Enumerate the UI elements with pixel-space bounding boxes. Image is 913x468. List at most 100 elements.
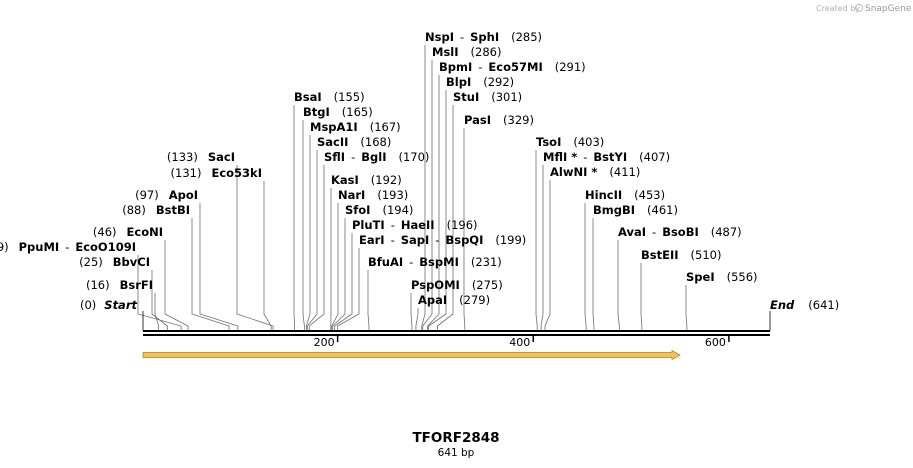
site-label[interactable]: PasI (329) <box>464 113 534 127</box>
credit-prefix: Created by <box>816 4 860 13</box>
site-label[interactable]: SfoI (194) <box>345 203 413 217</box>
site-label[interactable]: KasI (192) <box>331 173 402 187</box>
site-line <box>463 128 466 330</box>
ruler: 200 400 600 <box>314 336 730 349</box>
site-label[interactable]: SpeI (556) <box>686 270 758 284</box>
site-enzyme-name: BstEII <box>641 248 679 262</box>
site-label[interactable]: TsoI (403) <box>536 135 604 149</box>
site-label[interactable]: (88) BstBI <box>122 203 190 217</box>
site-enzyme-name: NspI <box>425 30 454 44</box>
site-line <box>640 263 643 330</box>
site-enzyme-name: SapI <box>401 233 430 247</box>
site-enzyme-name: BstYI <box>593 150 627 164</box>
site-position: (292) <box>483 75 514 89</box>
site-label[interactable]: (39) PpuMI-EcoO109I <box>0 240 136 254</box>
site-label[interactable]: BsaI (155) <box>294 90 365 104</box>
site-label[interactable]: BstEII (510) <box>641 248 721 262</box>
ruler-tick-label: 400 <box>509 336 530 349</box>
site-label[interactable]: ApaI (279) <box>418 293 490 307</box>
site-enzyme-name: HincII <box>585 188 622 202</box>
site-enzyme-name: BlpI <box>446 75 471 89</box>
site-line <box>592 218 595 330</box>
site-position: (461) <box>647 203 678 217</box>
site-label[interactable]: (131) Eco53kI <box>171 166 262 180</box>
site-position: (16) <box>86 278 110 292</box>
site-enzyme-name: BpmI <box>439 60 472 74</box>
site-position: (194) <box>382 203 413 217</box>
site-line <box>410 293 413 330</box>
site-line <box>154 293 160 330</box>
site-position: (285) <box>511 30 542 44</box>
site-enzyme-name: EarI <box>359 233 385 247</box>
site-line <box>584 203 587 330</box>
site-label[interactable]: BpmI - Eco57MI (291) <box>439 60 586 74</box>
site-enzyme-name: ApaI <box>418 293 447 307</box>
site-label[interactable]: MslI (286) <box>432 45 501 59</box>
site-enzyme-name: BstBI <box>156 203 190 217</box>
site-label[interactable]: (133) SacI <box>167 150 235 164</box>
site-position: (88) <box>122 203 146 217</box>
site-enzyme-name: BfuAI <box>368 255 403 269</box>
site-label[interactable]: AvaI - BsoBI (487) <box>618 225 742 239</box>
site-position: (196) <box>447 218 478 232</box>
site-line <box>427 75 440 330</box>
site-label[interactable]: EarI - SapI - BspQI (199) <box>359 233 526 247</box>
site-enzyme-name: MspA1I <box>310 120 358 134</box>
site-enzyme-name: BmgBI <box>593 203 635 217</box>
site-label[interactable]: BtgI (165) <box>303 105 373 119</box>
site-position: (487) <box>711 225 742 239</box>
site-enzyme-name: PasI <box>464 113 491 127</box>
site-enzyme-name: BtgI <box>303 105 330 119</box>
site-label[interactable]: NspI - SphI (285) <box>425 30 542 44</box>
site-label[interactable]: PspOMI (275) <box>411 278 503 292</box>
site-separator: - <box>65 240 69 254</box>
site-label[interactable]: BmgBI (461) <box>593 203 678 217</box>
site-position: (453) <box>634 188 665 202</box>
site-enzyme-name: StuI <box>453 90 479 104</box>
site-label[interactable]: (97) ApoI <box>135 188 198 202</box>
site-position: (291) <box>555 60 586 74</box>
site-position: (46) <box>93 225 117 239</box>
site-labels: (16)BsrFI (25)BbvCI(39)PpuMI-EcoO109I(46)… <box>0 30 758 307</box>
site-enzyme-name: NarI <box>338 188 365 202</box>
site-label[interactable]: BlpI (292) <box>446 75 514 89</box>
site-label[interactable]: StuI (301) <box>453 90 522 104</box>
site-enzyme-name: Eco57MI <box>488 60 542 74</box>
site-label[interactable]: NarI (193) <box>338 188 408 202</box>
site-line <box>331 203 339 330</box>
site-label[interactable]: PluTI - HaeII (196) <box>352 218 478 232</box>
site-label[interactable]: BfuAI - BspMI (231) <box>368 255 502 269</box>
site-position: (155) <box>334 90 365 104</box>
site-lines <box>137 45 688 330</box>
site-separator: - <box>478 60 482 74</box>
site-position: (193) <box>377 188 408 202</box>
site-line <box>535 150 538 330</box>
site-line <box>422 60 433 330</box>
site-label[interactable]: (25) BbvCI <box>79 255 150 269</box>
site-position: (275) <box>472 278 503 292</box>
site-enzyme-name: SflI <box>324 150 345 164</box>
site-label[interactable]: AlwNI * (411) <box>550 165 640 179</box>
site-separator: - <box>652 225 656 239</box>
site-label[interactable]: (16) BsrFI <box>86 278 153 292</box>
site-separator: - <box>460 30 464 44</box>
site-position: (231) <box>471 255 502 269</box>
site-line <box>199 203 239 330</box>
site-position: (25) <box>79 255 103 269</box>
site-line <box>236 165 274 330</box>
site-label[interactable]: SflI - BglI (170) <box>324 150 429 164</box>
site-label[interactable]: (46) EcoNI <box>93 225 163 239</box>
feature-arrow-shape[interactable] <box>142 349 681 361</box>
site-label[interactable]: SacII (168) <box>317 135 391 149</box>
feature-arrow[interactable] <box>142 349 681 361</box>
site-enzyme-name: BglI <box>361 150 386 164</box>
start-label: (0) Start <box>80 298 138 312</box>
site-line <box>137 255 182 330</box>
site-label[interactable]: HincII (453) <box>585 188 665 202</box>
site-line <box>685 285 688 330</box>
site-line <box>367 270 370 330</box>
site-label[interactable]: MspA1I (167) <box>310 120 401 134</box>
site-line <box>437 105 454 330</box>
site-line <box>544 180 551 330</box>
site-label[interactable]: MflI * - BstYI (407) <box>543 150 670 164</box>
